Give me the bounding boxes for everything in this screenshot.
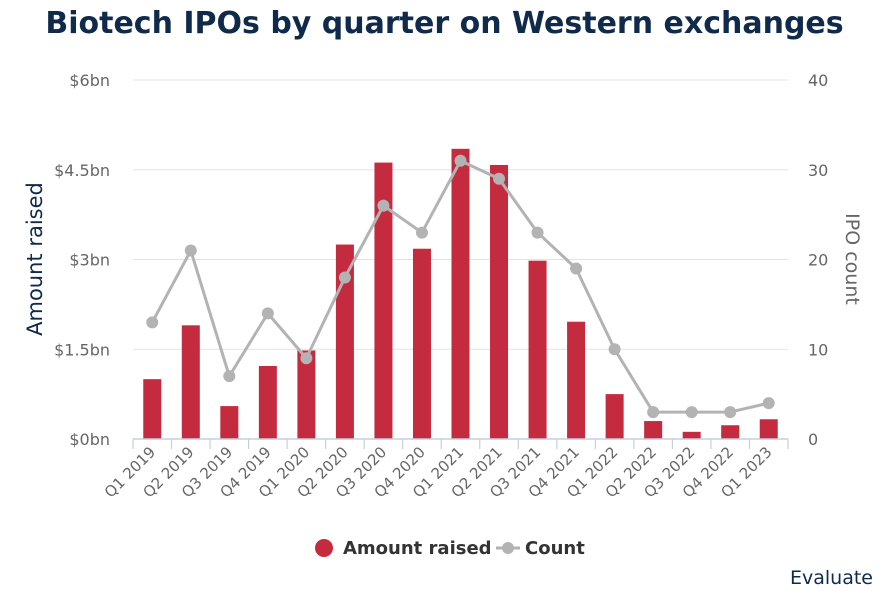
- count-point: [454, 154, 467, 167]
- bar: [181, 325, 200, 439]
- bar: [297, 350, 316, 439]
- bar: [143, 379, 162, 439]
- bar: [721, 425, 740, 439]
- chart-title: Biotech IPOs by quarter on Western excha…: [45, 6, 844, 41]
- count-point: [762, 397, 775, 410]
- bar: [258, 366, 277, 439]
- y-tick-label: $1.5bn: [54, 340, 110, 359]
- y-tick-label: $3bn: [69, 251, 110, 270]
- y2-axis-label: IPO count: [841, 213, 863, 305]
- bar: [335, 244, 354, 439]
- count-point: [261, 307, 274, 320]
- bar: [567, 321, 586, 439]
- bar: [490, 164, 509, 440]
- bar: [682, 431, 701, 439]
- count-point: [647, 406, 660, 419]
- legend: Amount raised Count: [315, 538, 585, 559]
- count-point: [300, 352, 313, 365]
- count-point: [146, 316, 159, 329]
- line-series: [146, 154, 775, 419]
- y-axis-label: Amount raised: [23, 182, 47, 336]
- y2-tick-label: 40: [808, 71, 828, 90]
- bar-series: [143, 148, 778, 440]
- count-point: [531, 226, 544, 239]
- bar: [451, 148, 470, 439]
- bar: [605, 394, 624, 439]
- count-point: [685, 406, 698, 419]
- count-point: [377, 199, 390, 212]
- y-tick-label: $6bn: [69, 71, 110, 90]
- axes: [132, 438, 789, 449]
- count-point: [608, 343, 621, 356]
- legend-bar-marker: [315, 539, 333, 557]
- count-point: [493, 172, 506, 185]
- count-point: [223, 370, 236, 383]
- y2-tick-label: 30: [808, 161, 828, 180]
- y-tick-label: $0bn: [69, 430, 110, 449]
- count-point: [415, 226, 428, 239]
- count-point: [724, 406, 737, 419]
- y2-tick-label: 10: [808, 340, 828, 359]
- count-point: [570, 262, 583, 275]
- y-tick-label: $4.5bn: [54, 161, 110, 180]
- bar: [412, 248, 431, 439]
- source-credit: Evaluate: [790, 567, 873, 589]
- bar: [528, 260, 547, 439]
- legend-line-point: [502, 542, 514, 554]
- count-point: [338, 271, 351, 284]
- bar: [759, 419, 778, 439]
- legend-label-amount: Amount raised: [343, 538, 492, 559]
- legend-label-count: Count: [525, 538, 585, 559]
- count-point: [184, 244, 197, 257]
- bar: [644, 421, 663, 439]
- bar: [220, 406, 239, 439]
- bar: [374, 162, 393, 439]
- y2-tick-label: 20: [808, 251, 828, 270]
- y2-tick-label: 0: [808, 430, 818, 449]
